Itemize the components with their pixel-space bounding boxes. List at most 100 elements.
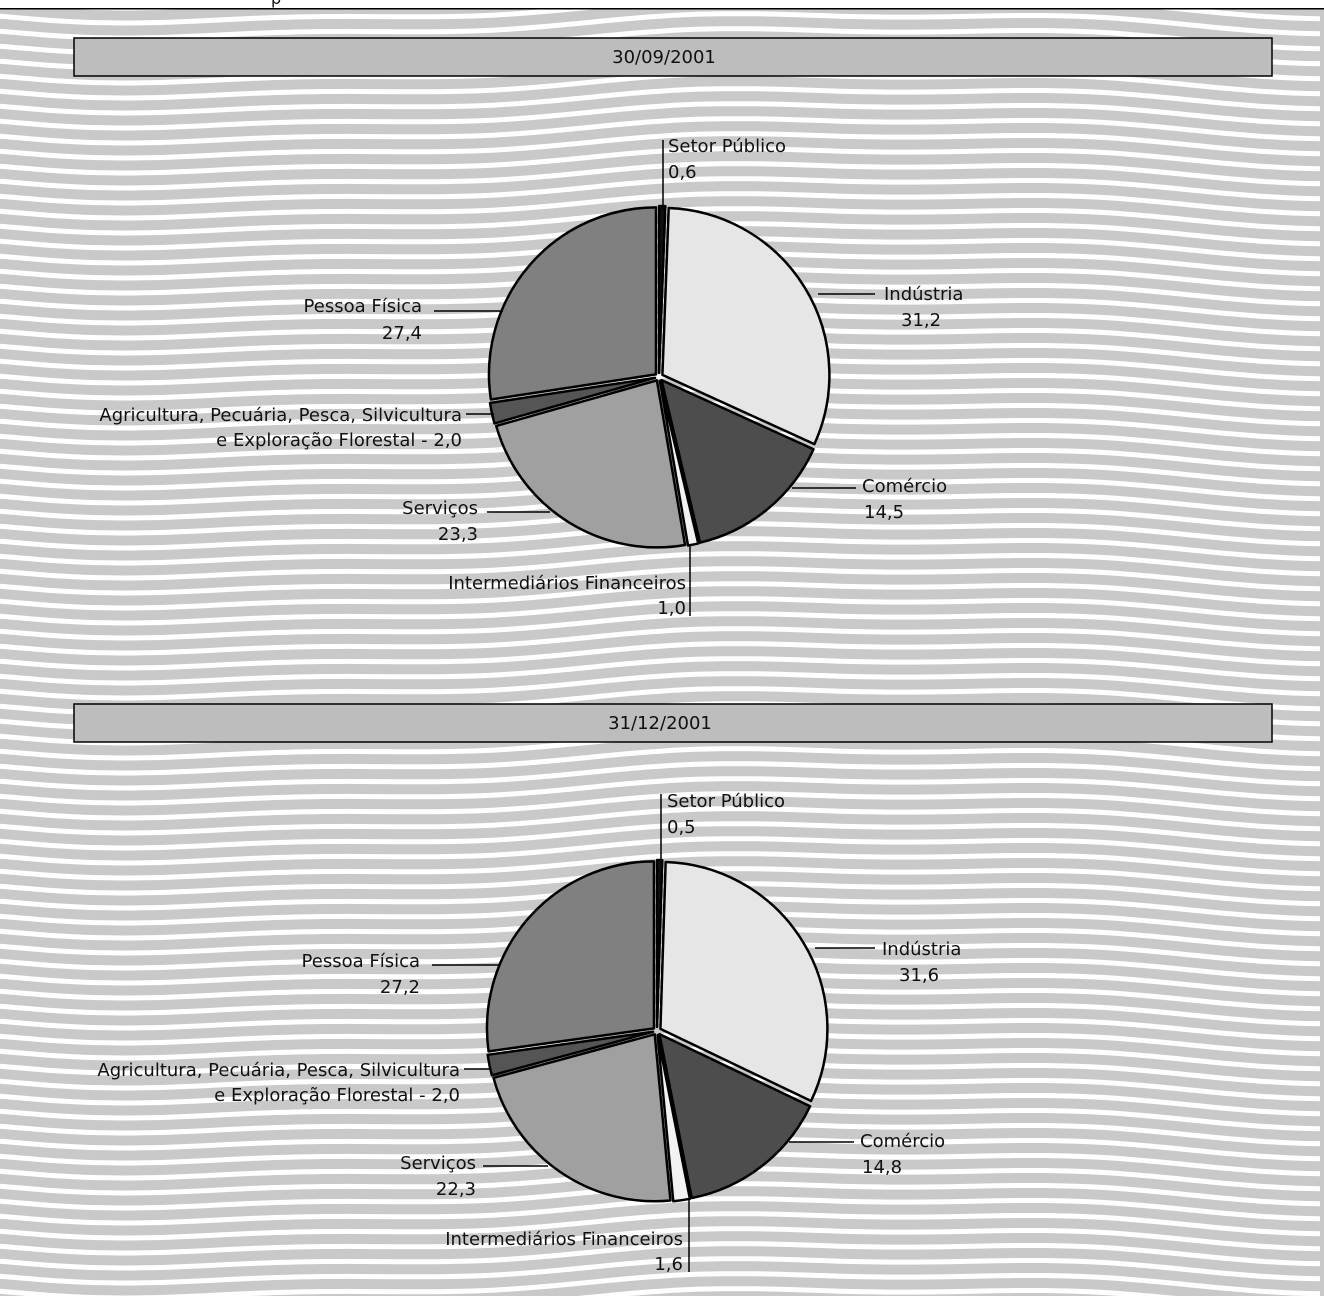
wave-stripe	[0, 386, 1321, 416]
label-setor-publico-2-value: 0,5	[667, 817, 696, 838]
label-comercio-value: 14,5	[864, 502, 904, 523]
label-agricultura: Agricultura, Pecuária, Pesca, Silvicultu…	[99, 405, 494, 451]
label-servicos-2-name: Serviços	[400, 1153, 476, 1174]
wave-stripe	[0, 116, 1321, 146]
label-setor-publico-2: Setor Público 0,5	[660, 791, 785, 862]
label-servicos-2-value: 22,3	[436, 1179, 476, 1200]
chart-1: 30/09/2001 Setor Público 0,6 Indústria 3…	[73, 37, 1273, 619]
label-comercio-2-value: 14,8	[862, 1157, 902, 1178]
label-industria-2-value: 31,6	[899, 965, 939, 986]
chart-2-title-box	[73, 703, 1273, 743]
wave-stripe	[0, 596, 1321, 626]
chart-1-title-box	[73, 37, 1273, 77]
wave-stripe	[0, 176, 1321, 206]
wave-stripe	[0, 1256, 1321, 1286]
label-comercio-name: Comércio	[862, 476, 947, 497]
label-intermediarios-name: Intermediários Financeiros	[448, 573, 686, 594]
wave-stripe	[69, 9, 188, 11]
chart-2-title: 31/12/2001	[608, 713, 712, 734]
chart-2-slice-2	[658, 1032, 812, 1200]
wave-stripe	[0, 101, 1321, 131]
wave-stripe	[0, 836, 1321, 866]
label-servicos-2: Serviços 22,3	[400, 1153, 548, 1200]
label-pessoa-fisica: Pessoa Física 27,4	[304, 296, 503, 344]
label-intermediarios-2-value: 1,6	[654, 1254, 683, 1275]
chart-1-slice-0	[657, 204, 667, 375]
label-agricultura-name: Agricultura, Pecuária, Pesca, Silvicultu…	[99, 405, 462, 426]
wave-stripe	[0, 1241, 1321, 1271]
label-servicos-name: Serviços	[402, 498, 478, 519]
chart-1-slice-6	[487, 206, 658, 401]
wave-stripe	[0, 146, 1321, 176]
wave-stripe	[0, 581, 1321, 611]
wave-stripe	[0, 161, 1321, 191]
chart-2-labels: Setor Público 0,5 Indústria 31,6 Comérci…	[97, 791, 961, 1275]
label-setor-publico-2-name: Setor Público	[667, 791, 785, 812]
label-industria-2: Indústria 31,6	[815, 939, 961, 986]
wave-stripe	[0, 656, 1321, 686]
wave-stripe	[0, 746, 1321, 776]
wave-stripe	[0, 641, 1321, 671]
label-pessoa-fisica-2: Pessoa Física 27,2	[302, 951, 500, 998]
wave-stripe	[0, 776, 1321, 806]
top-rule	[0, 8, 1324, 10]
chart-1-title: 30/09/2001	[612, 47, 716, 68]
label-pessoa-fisica-value: 27,4	[382, 323, 422, 344]
chart-1-slice-2	[660, 378, 815, 544]
label-comercio: Comércio 14,5	[792, 476, 947, 523]
label-pessoa-fisica-2-name: Pessoa Física	[302, 951, 420, 972]
chart-2-slice-3	[656, 1033, 692, 1203]
chart-1-slice-3	[658, 379, 700, 547]
wave-stripe	[0, 851, 1321, 881]
label-agricultura-2: Agricultura, Pecuária, Pesca, Silvicultu…	[97, 1060, 491, 1106]
chart-2: 31/12/2001 Setor Público 0,5 Indústria 3…	[73, 703, 1273, 1275]
chart-1-pie	[487, 204, 831, 549]
wave-stripe	[576, 1286, 1177, 1296]
chart-1-slice-1	[661, 206, 831, 446]
label-pessoa-fisica-2-value: 27,2	[380, 977, 420, 998]
wave-stripe	[0, 1271, 1321, 1296]
label-industria-2-name: Indústria	[882, 939, 961, 960]
wave-stripe	[0, 626, 1321, 656]
wave-stripe	[0, 806, 1321, 836]
wave-stripe	[0, 131, 1321, 161]
wave-stripe	[0, 9, 1321, 26]
wave-stripe	[0, 551, 1321, 581]
header-fragment: p	[271, 0, 281, 8]
wave-stripe	[0, 611, 1321, 641]
label-setor-publico-name: Setor Público	[668, 136, 786, 157]
label-comercio-2: Comércio 14,8	[789, 1131, 945, 1178]
chart-2-slice-0	[655, 858, 664, 1029]
chart-2-slice-4	[492, 1033, 672, 1203]
label-setor-publico: Setor Público 0,6	[662, 136, 786, 210]
label-setor-publico-value: 0,6	[668, 162, 697, 183]
label-industria-name: Indústria	[884, 284, 963, 305]
chart-2-slice-1	[659, 860, 829, 1103]
label-servicos: Serviços 23,3	[402, 498, 550, 545]
chart-2-pie	[485, 858, 829, 1203]
label-intermediarios-2-name: Intermediários Financeiros	[445, 1229, 683, 1250]
wave-stripe	[0, 821, 1321, 851]
label-comercio-2-name: Comércio	[860, 1131, 945, 1152]
wave-stripe	[0, 566, 1321, 596]
wave-stripe	[0, 791, 1321, 821]
wave-stripe	[0, 761, 1321, 791]
wave-stripe	[0, 191, 1321, 221]
chart-2-slice-5	[486, 1030, 655, 1077]
wave-stripe	[0, 671, 1321, 701]
label-industria-value: 31,2	[901, 310, 941, 331]
wave-stripe	[0, 971, 1321, 1001]
label-agricultura-2-value: e Exploração Florestal - 2,0	[214, 1085, 460, 1106]
wave-stripe	[0, 371, 1321, 401]
chart-2-slice-6	[485, 860, 656, 1053]
label-agricultura-2-name: Agricultura, Pecuária, Pesca, Silvicultu…	[97, 1060, 460, 1081]
label-servicos-value: 23,3	[438, 524, 478, 545]
chart-1-labels: Setor Público 0,6 Indústria 31,2 Comérci…	[99, 136, 963, 619]
label-pessoa-fisica-name: Pessoa Física	[304, 296, 422, 317]
label-intermediarios: Intermediários Financeiros 1,0	[448, 545, 691, 619]
label-industria: Indústria 31,2	[818, 284, 963, 331]
chart-1-slice-4	[494, 379, 687, 549]
wave-stripe	[0, 86, 1321, 116]
